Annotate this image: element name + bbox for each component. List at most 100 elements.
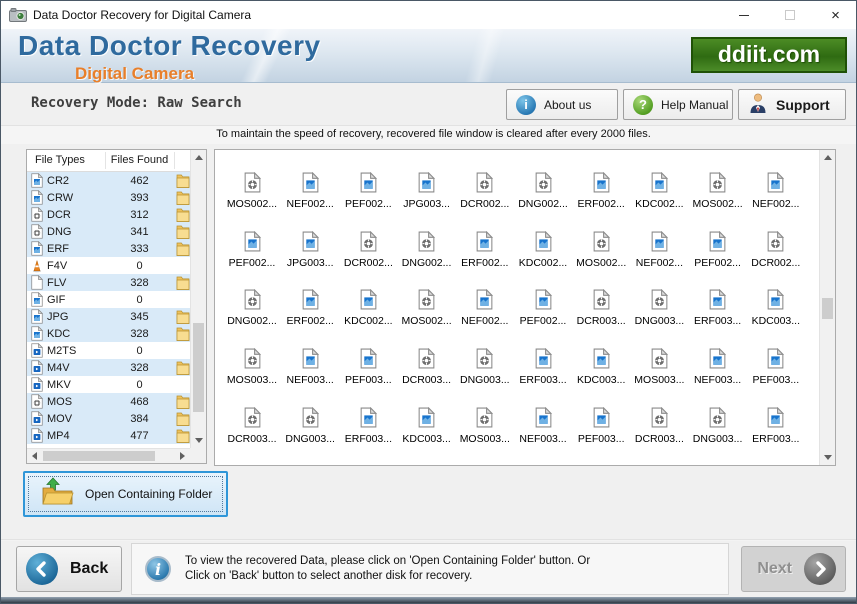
- file-type-row[interactable]: DCR 312: [27, 206, 190, 223]
- recovered-file-item[interactable]: MOS002...: [398, 287, 456, 345]
- recovered-file-item[interactable]: PEF003...: [339, 346, 397, 404]
- folder-icon[interactable]: [174, 309, 190, 324]
- column-file-types[interactable]: File Types: [35, 154, 85, 166]
- recovered-file-item[interactable]: DNG002...: [398, 229, 456, 287]
- file-type-row[interactable]: ERF 333: [27, 240, 190, 257]
- scrollbar-thumb[interactable]: [43, 451, 155, 461]
- recovered-file-item[interactable]: DNG003...: [281, 405, 339, 463]
- scroll-up-icon[interactable]: [820, 150, 835, 165]
- folder-icon[interactable]: [174, 326, 190, 341]
- recovered-file-item[interactable]: PEF003...: [747, 346, 805, 404]
- recovered-file-item[interactable]: ERF003...: [689, 287, 747, 345]
- scroll-left-icon[interactable]: [27, 449, 42, 463]
- recovered-file-item[interactable]: DCR003...: [630, 405, 688, 463]
- recovered-file-item[interactable]: NEF003...: [514, 405, 572, 463]
- file-type-row[interactable]: M2TS 0: [27, 342, 190, 359]
- file-type-row[interactable]: MP4 477: [27, 427, 190, 444]
- recovered-file-item[interactable]: ERF002...: [456, 229, 514, 287]
- folder-icon[interactable]: [174, 411, 190, 426]
- folder-icon[interactable]: [174, 360, 190, 375]
- folder-icon[interactable]: [174, 224, 190, 239]
- recovered-file-item[interactable]: DNG003...: [689, 405, 747, 463]
- folder-icon[interactable]: [174, 207, 190, 222]
- recovered-file-item[interactable]: KDC002...: [339, 287, 397, 345]
- file-type-row[interactable]: CRW 393: [27, 189, 190, 206]
- recovered-file-item[interactable]: ERF002...: [281, 287, 339, 345]
- support-button[interactable]: Support: [738, 89, 846, 120]
- file-type-row[interactable]: JPG 345: [27, 308, 190, 325]
- recovered-file-item[interactable]: PEF002...: [339, 170, 397, 228]
- recovered-file-item[interactable]: PEF002...: [689, 229, 747, 287]
- file-type-row[interactable]: KDC 328: [27, 325, 190, 342]
- table-horizontal-scrollbar[interactable]: [27, 448, 190, 463]
- open-containing-folder-button[interactable]: Open Containing Folder: [23, 471, 228, 517]
- recovered-file-item[interactable]: DCR002...: [456, 170, 514, 228]
- recovered-file-item[interactable]: ERF003...: [339, 405, 397, 463]
- recovered-file-item[interactable]: DNG002...: [223, 287, 281, 345]
- recovered-file-item[interactable]: NEF002...: [747, 170, 805, 228]
- scroll-down-icon[interactable]: [820, 450, 835, 465]
- recovered-file-item[interactable]: MOS003...: [630, 346, 688, 404]
- recovered-file-item[interactable]: DCR002...: [747, 229, 805, 287]
- recovered-file-item[interactable]: ERF002...: [572, 170, 630, 228]
- file-type-row[interactable]: F4V 0: [27, 257, 190, 274]
- recovered-file-item[interactable]: MOS002...: [223, 170, 281, 228]
- recovered-file-item[interactable]: DNG002...: [514, 170, 572, 228]
- about-us-button[interactable]: i About us: [506, 89, 618, 120]
- folder-icon[interactable]: [174, 173, 190, 188]
- recovered-file-item[interactable]: KDC003...: [572, 346, 630, 404]
- recovered-file-item[interactable]: NEF002...: [456, 287, 514, 345]
- recovered-file-item[interactable]: JPG003...: [398, 170, 456, 228]
- file-type-row[interactable]: GIF 0: [27, 291, 190, 308]
- recovered-file-item[interactable]: JPG003...: [281, 229, 339, 287]
- grid-vertical-scrollbar[interactable]: [819, 150, 835, 465]
- recovered-file-item[interactable]: KDC003...: [398, 405, 456, 463]
- file-type-row[interactable]: CR2 462: [27, 172, 190, 189]
- scroll-down-icon[interactable]: [191, 433, 206, 448]
- file-type-row[interactable]: MOV 384: [27, 410, 190, 427]
- recovered-file-item[interactable]: NEF003...: [689, 346, 747, 404]
- file-type-row[interactable]: FLV 328: [27, 274, 190, 291]
- recovered-file-item[interactable]: ERF003...: [514, 346, 572, 404]
- recovered-file-item[interactable]: PEF002...: [223, 229, 281, 287]
- recovered-file-item[interactable]: DCR003...: [398, 346, 456, 404]
- recovered-file-item[interactable]: MOS003...: [456, 405, 514, 463]
- folder-icon[interactable]: [174, 190, 190, 205]
- recovered-file-item[interactable]: DNG003...: [456, 346, 514, 404]
- folder-icon[interactable]: [174, 275, 190, 290]
- file-type-row[interactable]: MKV 0: [27, 376, 190, 393]
- recovered-file-item[interactable]: DCR003...: [223, 405, 281, 463]
- recovered-file-item[interactable]: ERF003...: [747, 405, 805, 463]
- folder-icon[interactable]: [174, 241, 190, 256]
- recovered-file-item[interactable]: PEF003...: [572, 405, 630, 463]
- file-type-row[interactable]: DNG 341: [27, 223, 190, 240]
- recovered-file-item[interactable]: MOS002...: [689, 170, 747, 228]
- back-button[interactable]: Back: [16, 546, 122, 592]
- recovered-file-item[interactable]: KDC003...: [747, 287, 805, 345]
- recovered-file-item[interactable]: NEF002...: [281, 170, 339, 228]
- folder-icon[interactable]: [174, 394, 190, 409]
- recovered-file-item[interactable]: MOS003...: [223, 346, 281, 404]
- recovered-file-item[interactable]: KDC002...: [514, 229, 572, 287]
- recovered-file-item[interactable]: NEF002...: [630, 229, 688, 287]
- close-button[interactable]: ×: [831, 6, 840, 24]
- table-vertical-scrollbar[interactable]: [190, 150, 206, 448]
- maximize-button[interactable]: [767, 1, 812, 29]
- recovered-file-item[interactable]: MOS002...: [572, 229, 630, 287]
- scrollbar-thumb[interactable]: [822, 298, 833, 320]
- recovered-file-item[interactable]: NEF003...: [281, 346, 339, 404]
- recovered-file-item[interactable]: DNG003...: [630, 287, 688, 345]
- file-type-row[interactable]: M4V 328: [27, 359, 190, 376]
- file-type-row[interactable]: MOS 468: [27, 393, 190, 410]
- recovered-file-item[interactable]: KDC002...: [630, 170, 688, 228]
- column-files-found[interactable]: Files Found: [110, 154, 169, 166]
- recovered-file-item[interactable]: DCR003...: [572, 287, 630, 345]
- help-manual-button[interactable]: ? Help Manual: [623, 89, 733, 120]
- next-button-disabled[interactable]: Next: [741, 546, 846, 592]
- scrollbar-thumb[interactable]: [193, 322, 204, 413]
- recovered-file-item[interactable]: PEF002...: [514, 287, 572, 345]
- folder-icon[interactable]: [174, 428, 190, 443]
- recovered-file-item[interactable]: DCR002...: [339, 229, 397, 287]
- scroll-up-icon[interactable]: [191, 150, 206, 165]
- minimize-button[interactable]: [721, 1, 766, 29]
